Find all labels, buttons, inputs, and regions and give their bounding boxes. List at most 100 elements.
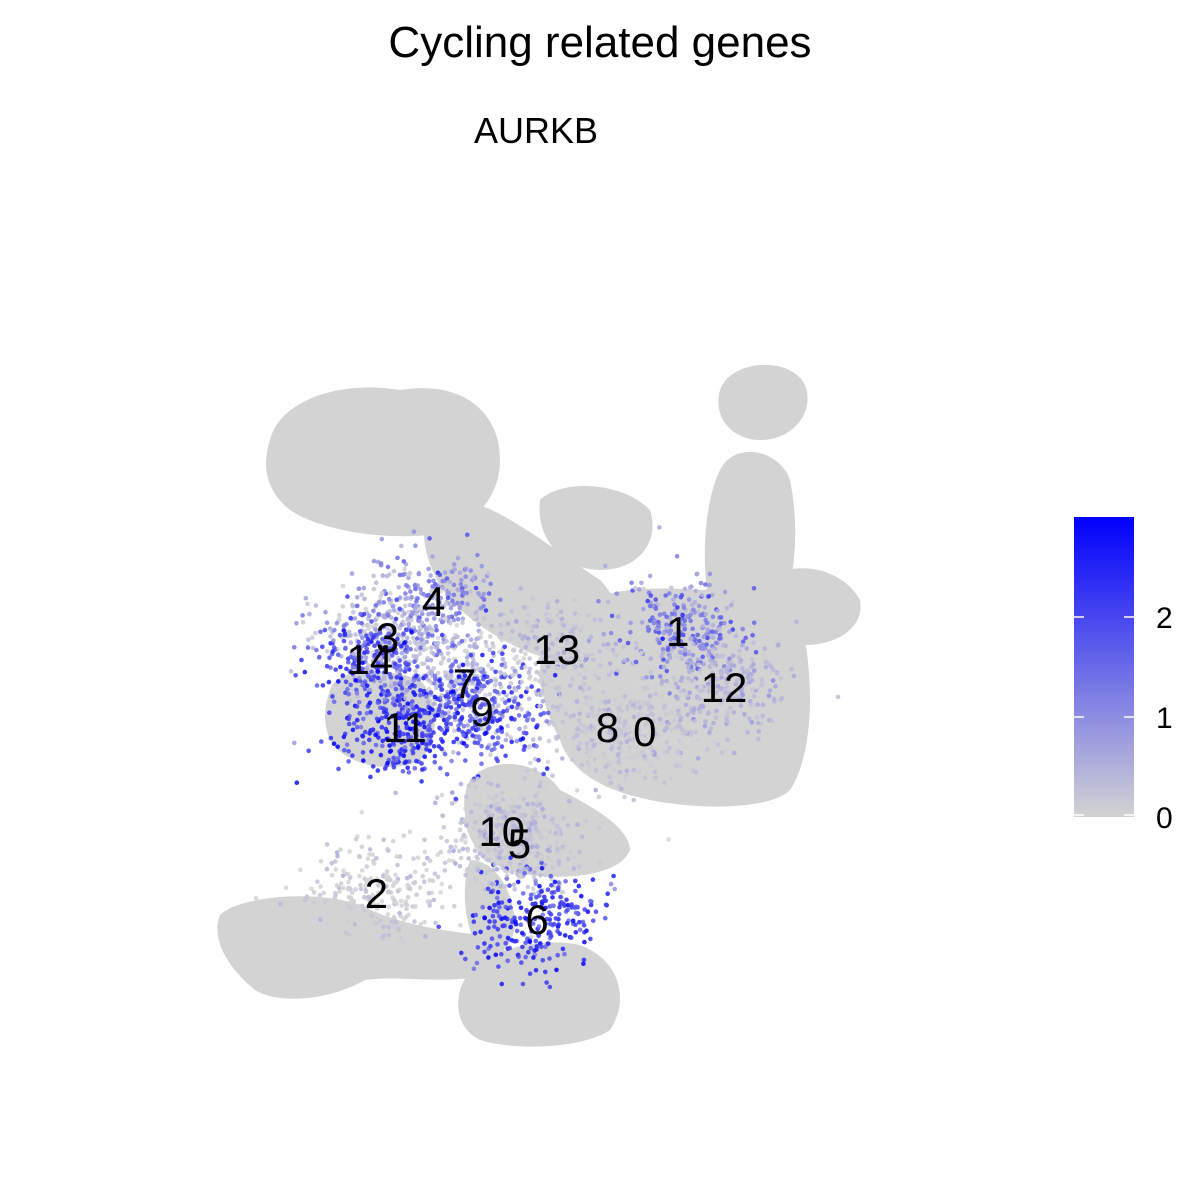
cell-point [497,634,502,640]
cell-point [592,742,598,747]
cell-point [377,630,382,635]
cell-point [581,957,587,963]
cell-point [382,683,388,688]
cell-point [503,753,508,759]
cell-point [678,643,684,648]
cell-point [392,702,398,708]
cell-point [693,730,698,735]
cell-point [745,674,751,680]
cluster-label-1: 1 [666,608,689,655]
cell-point [515,952,521,958]
cell-point [520,891,526,896]
cell-point [533,661,539,667]
cell-point [583,701,589,707]
cell-point [596,825,602,831]
cell-point [417,885,423,890]
cell-point [706,594,712,599]
cell-point [545,836,550,842]
cell-point [585,909,591,914]
cell-point [511,882,517,887]
cell-point [498,884,504,889]
cell-point [499,790,505,796]
cell-point [502,895,508,901]
cell-point [557,802,562,807]
cell-point [589,676,594,681]
cell-point [679,656,684,662]
cell-point [706,696,711,702]
cell-point [399,622,404,628]
cell-point [314,683,320,688]
cell-point [396,641,401,647]
cell-point [527,827,532,833]
cell-point [649,711,654,717]
cell-point [679,675,685,680]
cell-point [574,689,580,694]
cell-point [396,715,402,721]
cell-point [367,847,373,852]
cell-point [433,677,438,682]
cell-point [397,696,403,702]
cell-point [489,747,495,753]
cell-point [389,628,394,634]
cell-point [565,822,571,828]
cell-point [575,744,580,750]
cell-point [568,850,573,855]
cell-point [390,653,395,658]
cell-point [547,638,552,644]
cell-point [458,923,463,928]
cell-point [478,814,483,820]
cell-point [590,918,596,923]
cell-point [507,898,512,904]
cell-point [621,644,626,650]
cell-point [558,656,563,662]
cell-point [488,678,494,684]
cell-point [414,892,419,897]
cell-point [421,642,426,648]
cell-point [596,676,601,681]
cell-point [463,689,469,695]
cell-point [424,593,430,598]
cell-point [740,665,745,671]
cell-point [378,752,384,758]
cell-point [572,708,577,714]
cell-point [642,740,647,746]
cell-point [452,904,457,909]
cell-point [532,948,537,953]
cell-point [610,724,615,729]
cell-point [392,681,398,686]
cell-point [606,672,612,678]
cell-point [312,902,317,908]
cell-point [770,678,776,683]
cell-point [470,661,475,666]
cell-point [555,666,560,671]
cell-point [540,958,546,963]
cell-point [615,752,620,758]
cell-point [623,714,629,719]
cell-point [431,717,437,723]
cell-point [326,679,332,685]
cell-point [756,736,761,742]
cell-point [769,718,775,723]
cell-point [593,787,598,793]
cell-point [298,867,303,873]
cell-point [394,650,399,656]
cell-point [578,722,583,727]
cell-point [358,724,364,730]
cell-point [557,911,562,917]
cell-point [689,660,695,665]
cell-point [394,675,400,680]
cell-point [398,676,404,681]
cell-point [346,903,351,909]
cell-point [486,955,491,960]
cell-point [437,648,442,654]
cell-point [556,880,561,885]
cell-point [485,810,491,816]
cell-point [448,705,454,710]
cluster-points-11 [294,659,498,802]
cell-point [697,709,703,714]
cell-point [372,654,378,659]
cell-point [445,645,451,650]
cell-point [684,707,689,713]
cell-point [434,795,440,800]
cell-point [371,634,377,640]
